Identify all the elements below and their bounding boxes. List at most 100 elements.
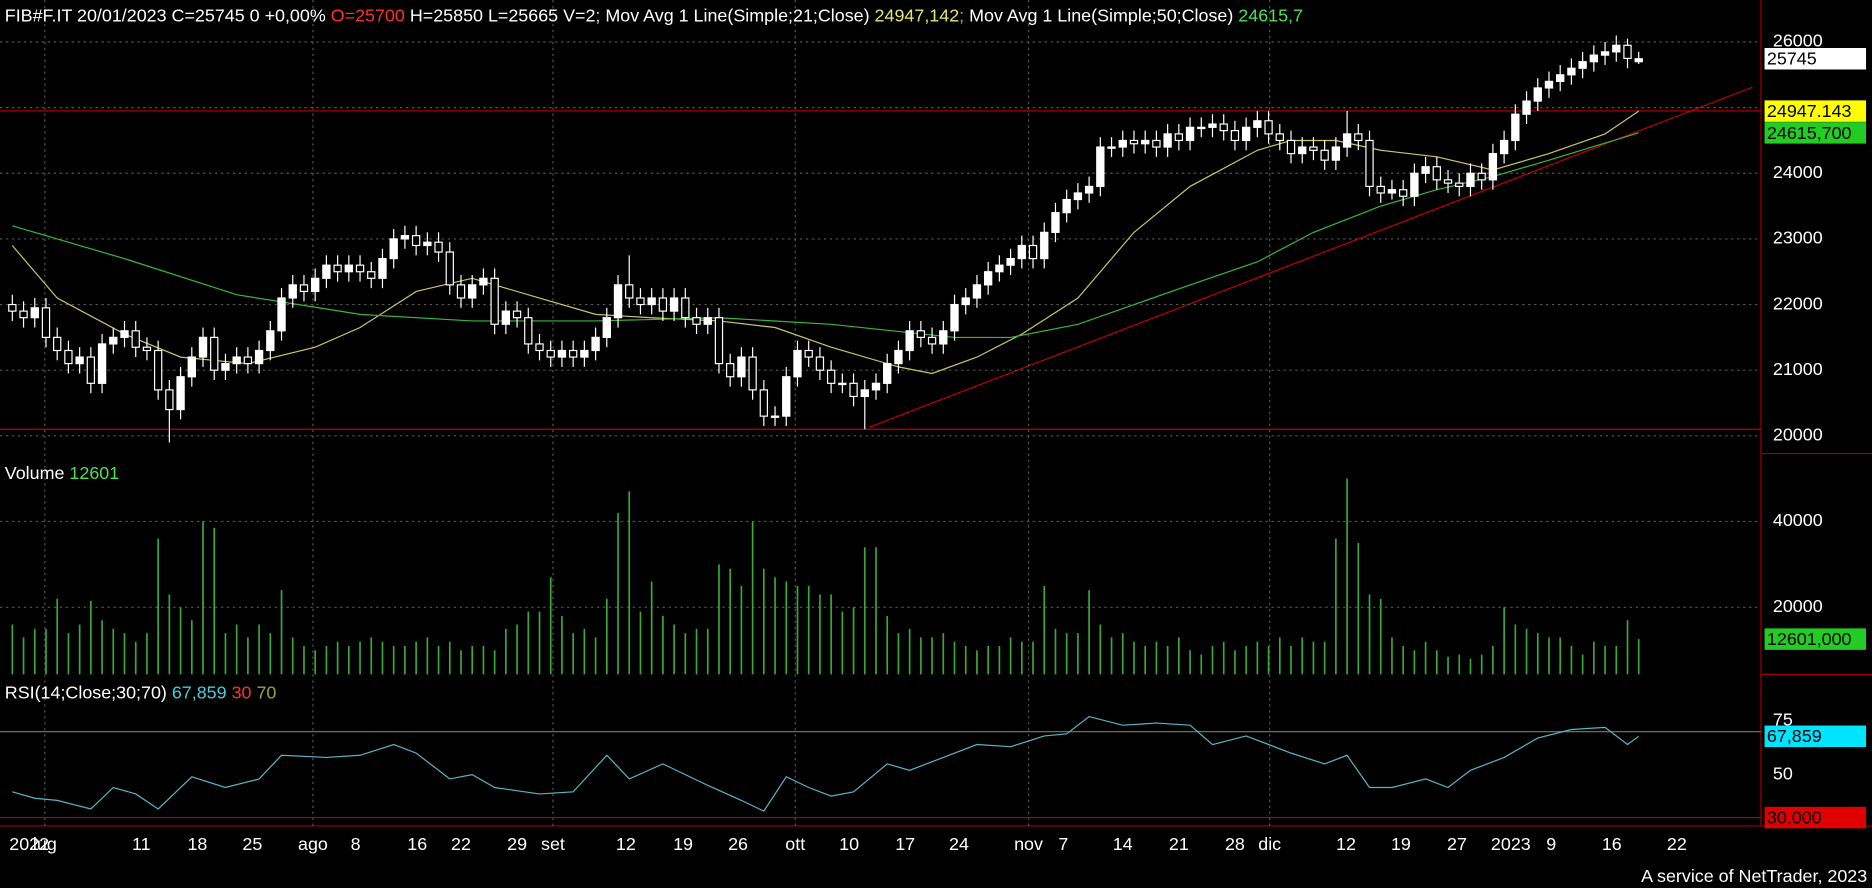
candle-body: [636, 297, 645, 306]
x-tick-label: 24: [949, 834, 969, 854]
value-marker: [1764, 100, 1867, 122]
candle-body: [344, 264, 354, 273]
volume-bar: [505, 628, 507, 675]
volume-bar: [953, 641, 956, 675]
x-tick-label: 22: [451, 834, 471, 854]
volume-bar: [807, 585, 810, 675]
value-marker-label: 24947.143: [1767, 101, 1852, 121]
candle-body: [1499, 139, 1509, 155]
candle-body: [647, 297, 656, 306]
volume-bar: [1155, 641, 1158, 675]
candle-body: [456, 284, 466, 299]
volume-bar: [931, 637, 933, 675]
volume-bar: [1088, 590, 1090, 675]
volume-bar: [392, 646, 395, 675]
candle-body: [1432, 166, 1441, 181]
volume-bar: [1593, 641, 1595, 675]
volume-bar: [740, 585, 743, 675]
candle-body: [961, 297, 970, 306]
volume-bar: [1514, 624, 1517, 675]
volume-bar: [863, 547, 866, 675]
candle-body: [131, 330, 140, 348]
candle-body: [86, 356, 96, 384]
volume-bar: [875, 547, 877, 675]
volume-bar: [920, 637, 922, 675]
volume-bar: [460, 650, 462, 675]
candle-body: [883, 363, 892, 384]
volume-bar: [1424, 641, 1427, 675]
candle-body: [389, 238, 398, 260]
volume-bar: [325, 646, 328, 675]
volume-bar: [1234, 650, 1236, 675]
candle-body: [1578, 61, 1587, 69]
candle-body: [703, 317, 712, 325]
volume-bar: [1536, 633, 1539, 675]
volume-bar: [841, 611, 844, 675]
volume-bar: [1065, 633, 1068, 675]
candle-body: [1320, 149, 1329, 161]
volume-bar: [1615, 646, 1618, 675]
candle-body: [277, 297, 286, 332]
candle-body: [198, 336, 208, 358]
candle-body: [1107, 146, 1116, 149]
volume-bar: [684, 633, 687, 675]
volume-bar: [1110, 637, 1113, 675]
label-part: FIB#F.IT 20/01/2023 C=25745 0 +0,00%: [5, 5, 331, 25]
candle-body: [378, 258, 387, 279]
x-tick-label: 17: [895, 834, 915, 854]
candle-body: [1062, 198, 1071, 214]
volume-bar: [998, 646, 1001, 675]
candle-body: [1455, 182, 1464, 188]
volume-bar: [662, 615, 664, 675]
candle-body: [1275, 133, 1284, 142]
volume-bar: [123, 633, 126, 675]
volume-bar: [235, 624, 238, 675]
candle-body: [782, 376, 791, 417]
volume-bar: [605, 598, 608, 675]
x-tick-label: nov: [1014, 834, 1043, 854]
candle-body: [1365, 139, 1374, 188]
value-marker-label: 12601,000: [1767, 629, 1852, 649]
candle-body: [501, 310, 511, 325]
candle-body: [1331, 146, 1341, 161]
volume-bar: [1099, 624, 1102, 675]
volume-bar: [1346, 478, 1348, 675]
volume-bar: [426, 637, 429, 675]
volume-bar: [796, 585, 799, 675]
candle-body: [434, 241, 443, 253]
candle-body: [109, 336, 118, 345]
candle-body: [826, 369, 836, 384]
x-tick-label: 2023: [1491, 834, 1531, 854]
volume-bar: [897, 633, 900, 675]
candle-body: [1118, 139, 1127, 148]
volume-bar: [1626, 620, 1629, 675]
volume-bar: [213, 527, 216, 675]
candle-body: [995, 264, 1004, 273]
x-tick-label: 28: [1225, 834, 1245, 854]
volume-bar: [168, 594, 171, 675]
label-part: O=25700: [331, 5, 405, 25]
volume-bar: [437, 646, 440, 675]
candle-body: [737, 356, 746, 378]
volume-bar: [1570, 646, 1573, 675]
candle-body: [355, 264, 365, 273]
candle-body: [19, 310, 28, 319]
candle-body: [580, 349, 589, 358]
x-tick-label: 16: [1602, 834, 1622, 854]
candle-body: [1466, 172, 1475, 188]
volume-bar: [1032, 641, 1034, 675]
volume-bar: [314, 650, 317, 675]
candle-body: [950, 303, 959, 332]
volume-bar: [56, 598, 59, 675]
volume-bar: [1402, 646, 1405, 675]
candle-body: [568, 349, 578, 358]
candle-body: [299, 284, 309, 293]
volume-bar: [1581, 654, 1584, 675]
candle-body: [288, 284, 297, 299]
x-tick-label: 10: [839, 834, 859, 854]
candle-body: [243, 356, 253, 365]
candle-body: [714, 317, 724, 365]
x-tick-label: dic: [1258, 834, 1281, 854]
volume-bar: [718, 564, 720, 675]
volume-bar: [774, 577, 776, 675]
